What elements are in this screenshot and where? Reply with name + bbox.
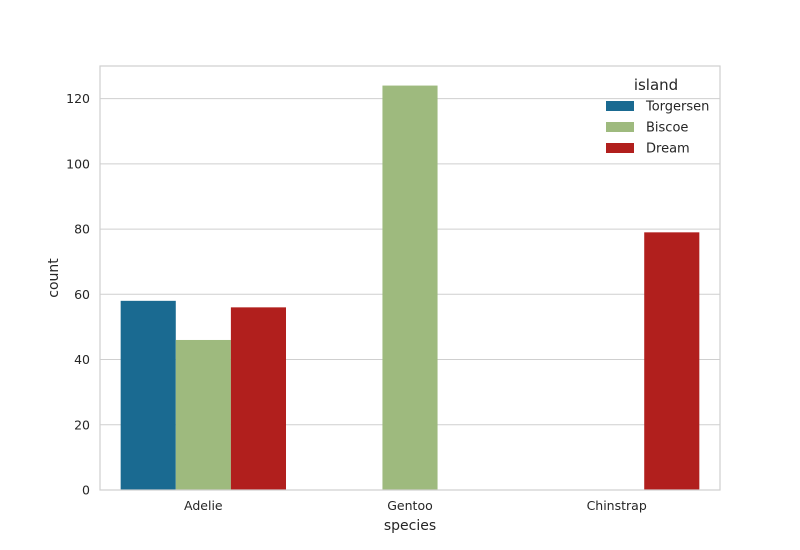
bars [120,85,700,491]
y-tick-label: 20 [74,417,90,432]
bar-chinstrap-dream [644,232,700,491]
x-tick-label: Adelie [184,498,223,513]
y-tick-label: 80 [74,222,90,237]
legend-swatch-biscoe [606,122,634,132]
bar-gentoo-biscoe [382,85,438,491]
legend-swatch-torgersen [606,101,634,111]
legend-label-dream: Dream [646,142,690,157]
x-tick-label: Gentoo [387,498,433,513]
y-tick-label: 0 [82,483,90,498]
y-axis-title: count [46,258,62,298]
y-axis-ticks: 0 20 40 60 80 100 120 [66,91,90,497]
x-tick-label: Chinstrap [587,498,647,513]
y-tick-label: 60 [74,287,90,302]
x-axis-ticks: Adelie Gentoo Chinstrap [184,498,647,513]
legend-title: island [634,76,678,94]
plot-frame [99,65,721,491]
bar-adelie-torgersen [120,300,176,490]
legend-label-biscoe: Biscoe [646,121,688,136]
bar-adelie-dream [230,307,286,490]
y-tick-label: 120 [66,91,90,106]
legend-label-torgersen: Torgersen [645,100,709,115]
legend: island Torgersen Biscoe Dream [606,76,709,157]
legend-swatch-dream [606,143,634,153]
y-tick-label: 100 [66,156,90,171]
bar-adelie-biscoe [175,339,231,490]
x-axis-title: species [384,518,436,534]
y-tick-label: 40 [74,352,90,367]
